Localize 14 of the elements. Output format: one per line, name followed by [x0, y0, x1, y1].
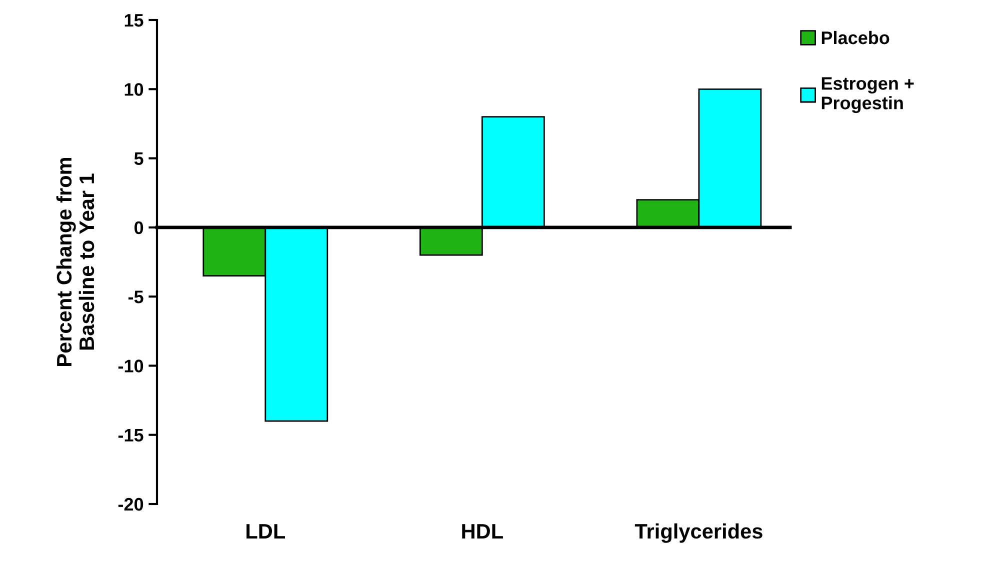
y-tick-label: -20: [118, 498, 144, 511]
y-tick-label: 5: [134, 152, 144, 166]
legend-label: Estrogen + Progestin: [822, 77, 914, 114]
legend-label: Placebo: [822, 30, 890, 44]
y-tick-label: -15: [118, 428, 144, 442]
y-tick-label: 0: [134, 221, 144, 234]
x-tick-label: HDL: [462, 524, 503, 538]
x-tick-label: LDL: [246, 524, 285, 538]
y-tick-label: 10: [124, 83, 144, 96]
x-tick-label: Triglycerides: [634, 523, 762, 543]
y-tick-label: -10: [118, 360, 144, 372]
y-tick-label: -5: [128, 290, 144, 304]
y-tick-label: 15: [124, 14, 144, 27]
y-axis-title: Percent Change from Baseline to Year 1: [56, 158, 94, 366]
